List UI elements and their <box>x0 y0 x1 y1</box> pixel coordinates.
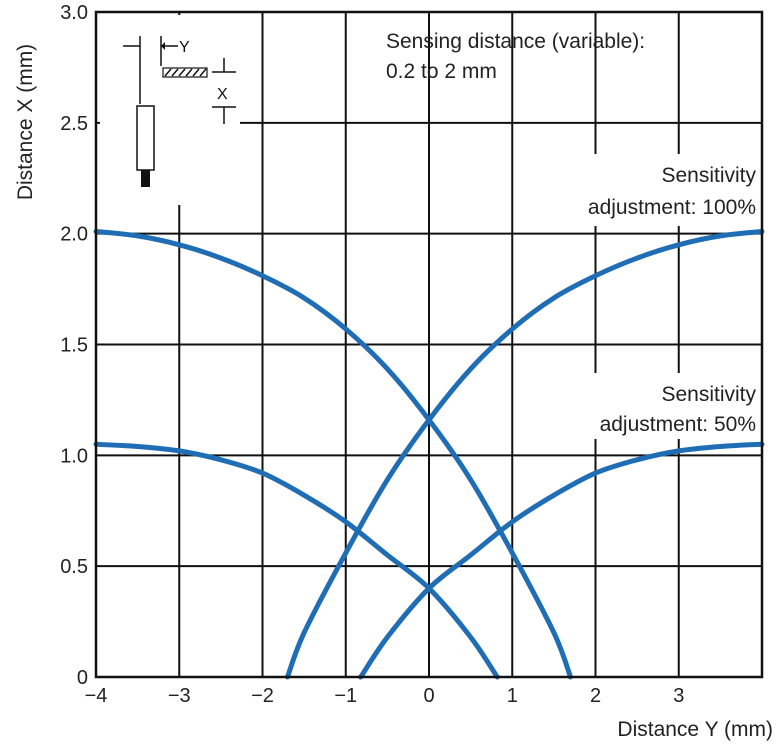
sensitivity-100-line1: Sensitivity <box>661 164 756 187</box>
x-tick-label: −3 <box>168 685 191 707</box>
series-curve-3 <box>93 441 500 680</box>
sensing-distance-line2: 0.2 to 2 mm <box>386 60 497 83</box>
diagram-label-x: X <box>217 86 228 103</box>
sensing-distance-line1: Sensing distance (variable): <box>386 30 645 53</box>
series-curve-4 <box>358 441 765 680</box>
plot-frame <box>94 10 764 679</box>
sensor-diagram: Y X <box>100 15 240 205</box>
x-tick-label: −1 <box>334 685 357 707</box>
sensitivity-50-line2: adjustment: 50% <box>600 413 756 436</box>
sensitivity-100-line2: adjustment: 100% <box>588 196 756 219</box>
y-tick-label: 1.5 <box>60 335 88 357</box>
x-axis-label: Distance Y (mm) <box>617 718 773 741</box>
sensing-object-icon <box>162 67 208 78</box>
label-bg-50 <box>540 373 760 439</box>
y-axis-label: Distance X (mm) <box>14 44 37 200</box>
y-tick-label: 2.0 <box>60 224 88 246</box>
x-tick-label: 2 <box>590 685 601 707</box>
diagram-label-y: Y <box>179 39 190 56</box>
y-tick-label: 0 <box>77 667 88 689</box>
x-tick-label: 0 <box>423 685 434 707</box>
series-curve-2 <box>285 229 765 680</box>
sensitivity-50-line1: Sensitivity <box>661 383 756 406</box>
y-tick-label: 2.5 <box>60 113 88 135</box>
series-curve-1 <box>93 229 573 680</box>
y-tick-label: 1.0 <box>60 445 88 467</box>
sensor-cable-icon <box>141 170 150 187</box>
x-tick-label: 3 <box>673 685 684 707</box>
sensor-body-icon <box>136 105 155 171</box>
tick-layer: −4 −3 −2 −1 0 1 2 3 0 0.5 1.0 1.5 2.0 2.5 3.0 <box>60 2 684 707</box>
y-tick-label: 0.5 <box>60 556 88 578</box>
label-bg-100 <box>520 154 760 226</box>
y-tick-label: 3.0 <box>60 2 88 24</box>
x-tick-label: −4 <box>85 685 108 707</box>
x-tick-label: 1 <box>507 685 518 707</box>
curve-layer <box>93 229 765 680</box>
x-tick-label: −2 <box>251 685 274 707</box>
